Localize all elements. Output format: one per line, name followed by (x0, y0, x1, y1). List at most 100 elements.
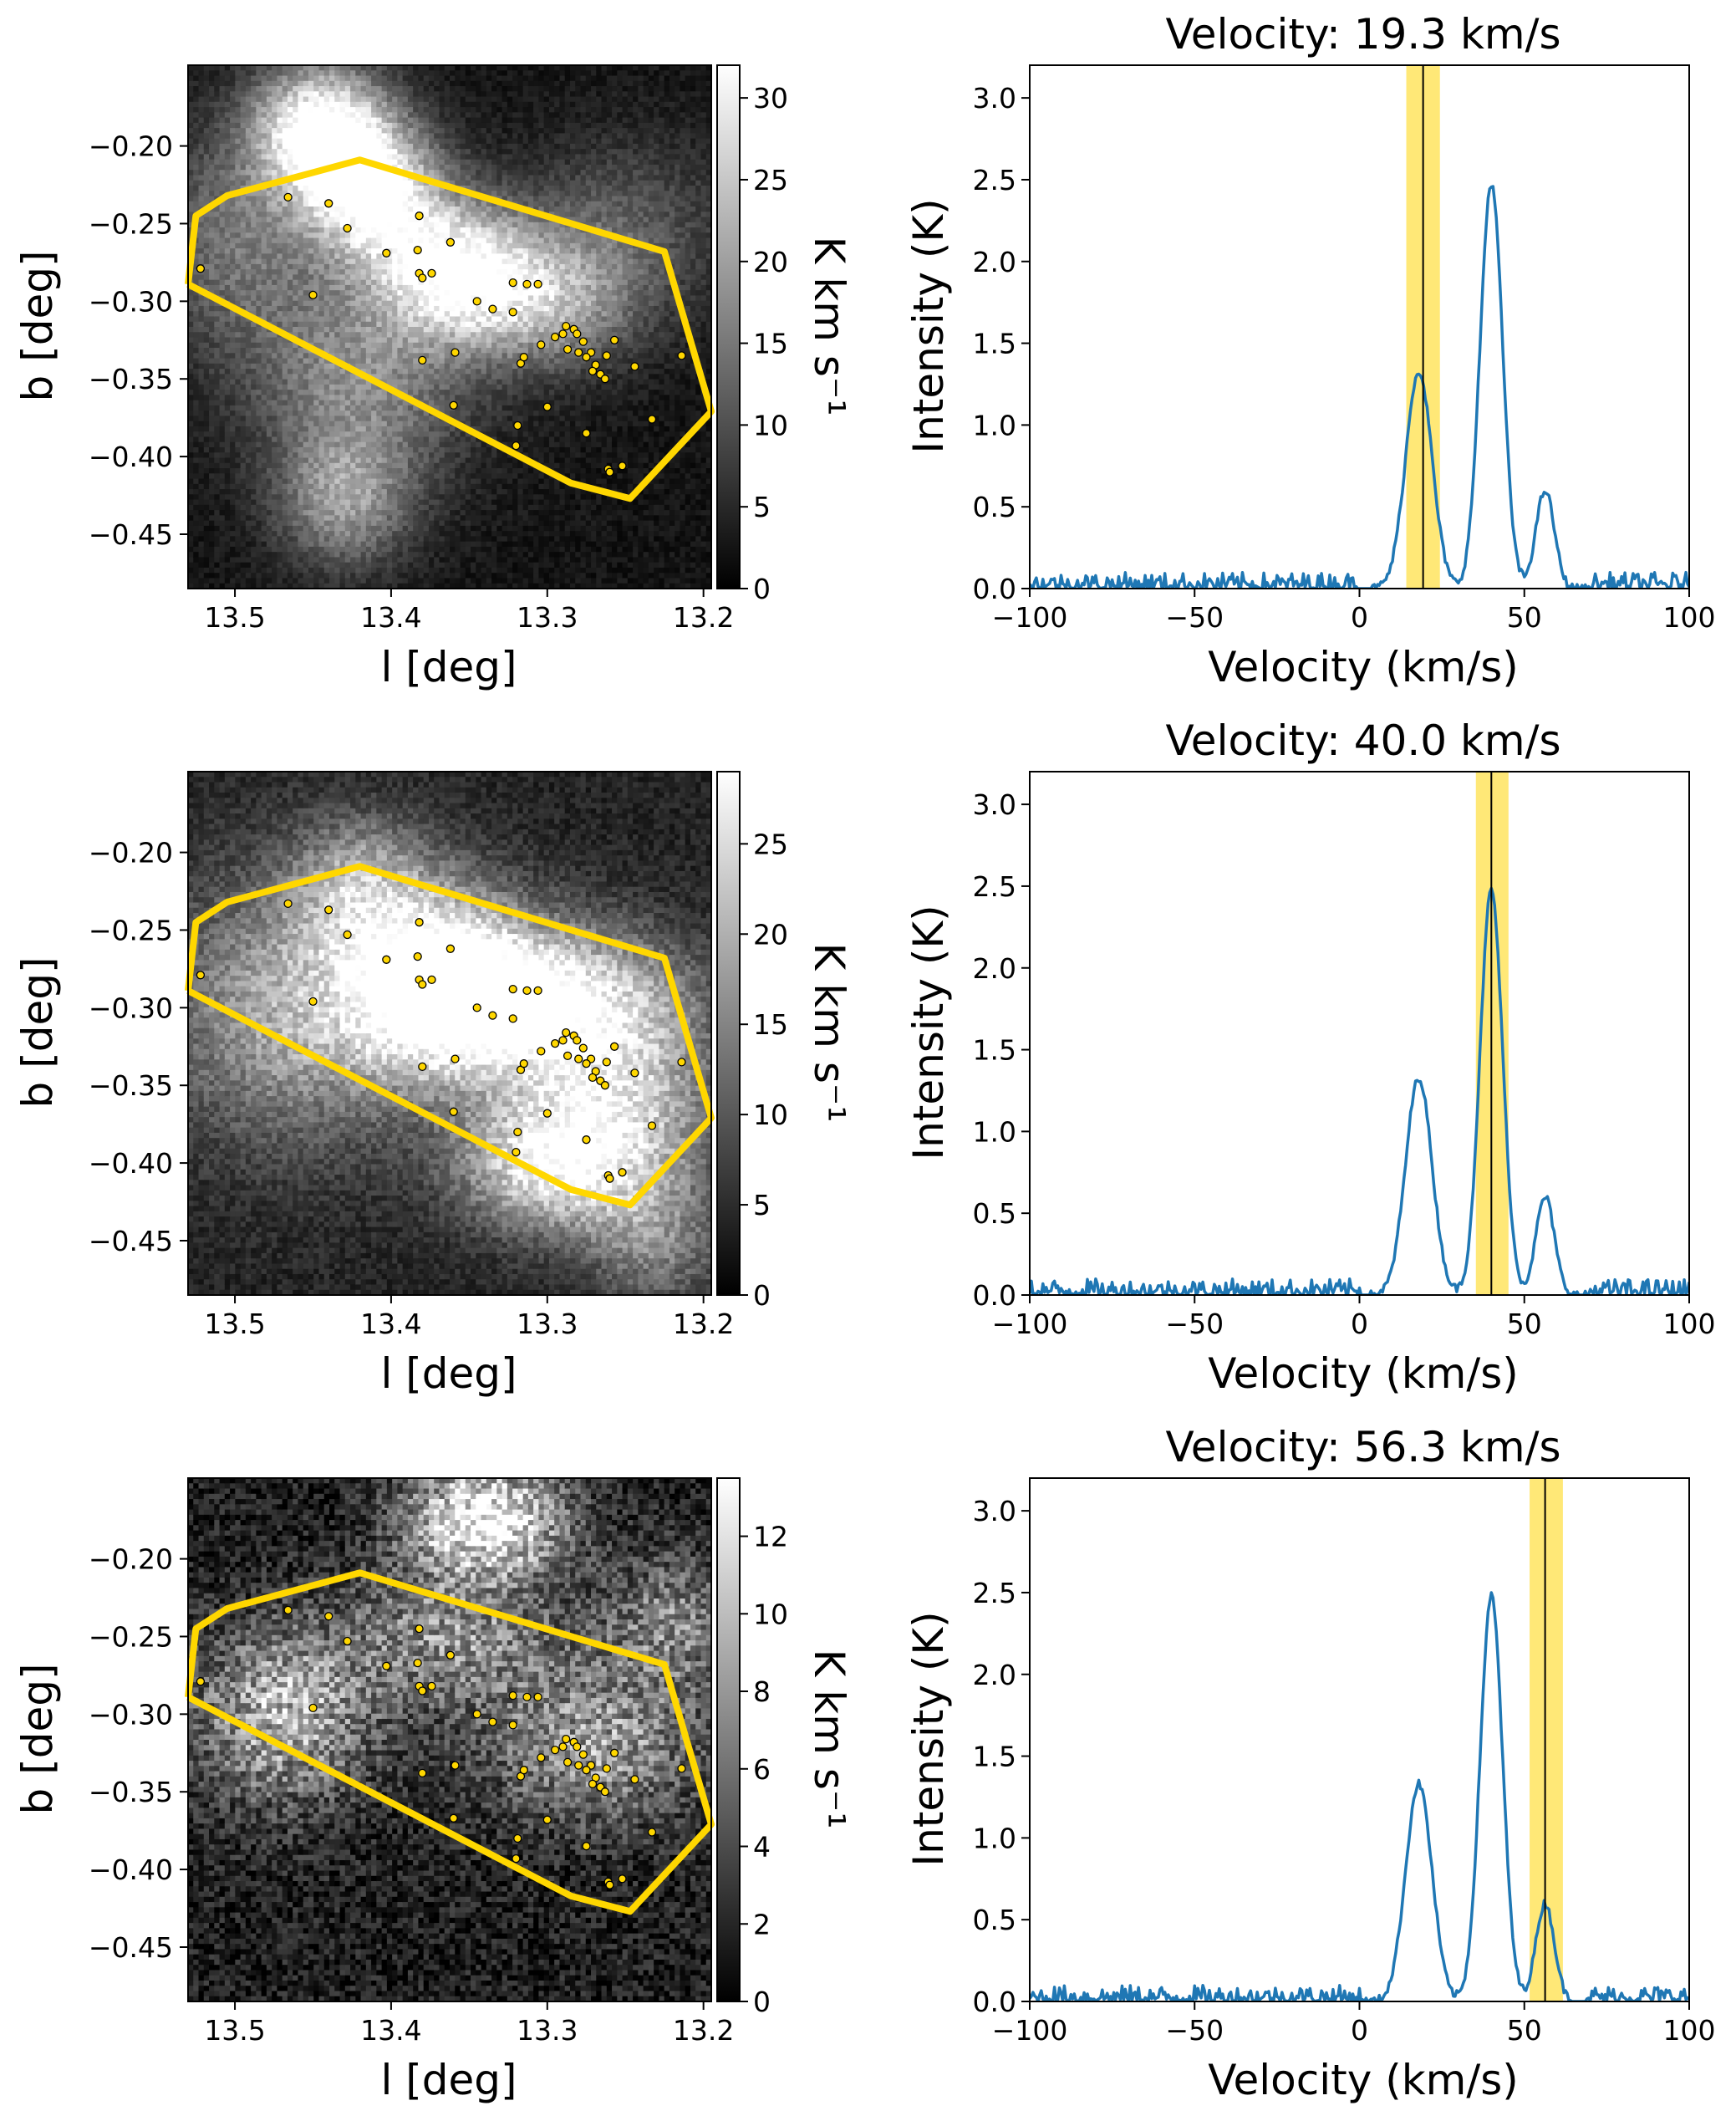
spectrum-2-ytick-label: 3.0 (973, 788, 1016, 821)
colorbar-2-tick-label: 25 (753, 828, 788, 860)
map-3-source-marker (603, 1765, 610, 1772)
map-3-xtick-label: 13.5 (204, 2014, 265, 2047)
map-3-source-marker (520, 1767, 527, 1774)
spectrum-3-ytick-label: 2.0 (973, 1659, 1016, 1691)
colorbar-3-tick-label: 12 (753, 1521, 788, 1553)
map-2-source-marker (196, 971, 204, 979)
spectrum-1-xtick-label: −50 (1165, 601, 1224, 634)
map-2-source-marker (489, 1012, 496, 1019)
map-2-source-marker (514, 1129, 522, 1136)
map-2-source-marker (534, 987, 542, 994)
spectrum-2-xtick-label: −100 (992, 1308, 1068, 1340)
map-1-source-marker (451, 349, 459, 356)
map-2-source-marker (606, 1175, 613, 1182)
map-1-xtick-label: 13.3 (517, 601, 578, 634)
map-1-source-marker (589, 367, 597, 375)
map-3-source-marker (575, 1762, 583, 1769)
map-1-source-marker (552, 334, 559, 341)
map-2-source-marker (552, 1040, 559, 1048)
map-3-source-marker (451, 1762, 459, 1769)
colorbar-1-label: K km s⁻¹ (805, 237, 853, 416)
map-2-source-marker (509, 1015, 517, 1022)
map-3-source-marker (325, 1613, 333, 1620)
map-3-source-marker (419, 1687, 426, 1695)
map-3-ytick-label: −0.25 (89, 1620, 173, 1653)
spectrum-3-xtick-label: 50 (1507, 2014, 1542, 2047)
map-1-source-marker (284, 193, 292, 201)
map-3-source-marker (543, 1816, 551, 1823)
map-2-source-marker (573, 1037, 581, 1044)
colorbar-1-tick-label: 30 (753, 82, 788, 115)
map-2-source-marker (583, 1060, 590, 1068)
spectrum-2-ytick-label: 2.5 (973, 870, 1016, 903)
map-1-source-marker (649, 416, 656, 423)
spectrum-title-3: Velocity: 56.3 km/s (1165, 1423, 1560, 1471)
map-1-ytick-label: −0.25 (89, 207, 173, 240)
map-3-source-marker (564, 1758, 572, 1766)
map-3-source-marker (606, 1881, 613, 1889)
map-2-source-marker (415, 919, 423, 926)
map-2-xtick-label: 13.3 (517, 1308, 578, 1340)
colorbar-1-tick-label: 20 (753, 246, 788, 278)
map-3-source-marker (579, 1751, 587, 1758)
map-2-source-marker (543, 1109, 551, 1117)
spectrum-2-ytick-label: 1.5 (973, 1034, 1016, 1067)
spectrum-1-ytick-label: 3.0 (973, 82, 1016, 115)
map-2-source-marker (512, 1149, 520, 1156)
map-2-source-marker (309, 997, 317, 1005)
map-3-ytick-label: −0.30 (89, 1698, 173, 1731)
map-2-source-marker (325, 906, 333, 914)
spectrum-1-ylabel: Intensity (K) (904, 198, 953, 453)
spectrum-3-xtick-label: −50 (1165, 2014, 1224, 2047)
map-2-source-marker (575, 1055, 583, 1063)
map-1-source-marker (509, 279, 517, 287)
map-1-source-marker (309, 291, 317, 298)
map-2-ylabel: b [deg] (13, 957, 62, 1109)
map-2-source-marker (559, 1037, 567, 1044)
spectrum-3-frame (1030, 1478, 1689, 2001)
map-1-source-marker (611, 336, 619, 344)
map-1-source-marker (428, 269, 435, 277)
spectrum-1-xtick-label: 50 (1507, 601, 1542, 634)
spectrum-1-ytick-label: 1.0 (973, 409, 1016, 441)
spectrum-2-ytick-label: 0.0 (973, 1279, 1016, 1312)
map-1-source-marker (583, 354, 590, 361)
map-2-ytick-label: −0.20 (89, 837, 173, 869)
map-2-xtick-label: 13.2 (673, 1308, 734, 1340)
map-3-ytick-label: −0.35 (89, 1776, 173, 1808)
map-1-source-marker (446, 238, 454, 246)
map-3-source-marker (678, 1765, 685, 1772)
map-2-source-marker (451, 1055, 459, 1063)
spectrum-3-ytick-label: 0.0 (973, 1986, 1016, 2018)
map-3-source-marker (284, 1606, 292, 1614)
map-1-xlabel: l [deg] (380, 643, 517, 691)
map-1-source-marker (534, 280, 542, 288)
colorbar-2-tick-label: 15 (753, 1008, 788, 1041)
colorbar-3-tick-label: 0 (753, 1986, 771, 2018)
colorbar-1-tick-label: 0 (753, 573, 771, 605)
map-1-source-marker (344, 225, 351, 232)
spectrum-2-frame (1030, 772, 1689, 1295)
map-3-source-marker (611, 1749, 619, 1757)
map-1-source-marker (575, 349, 583, 356)
map-3-source-marker (489, 1718, 496, 1726)
map-3-source-marker (552, 1746, 559, 1754)
map-1-source-marker (583, 430, 590, 437)
map-1-ytick-label: −0.40 (89, 441, 173, 473)
map-2-xtick-label: 13.5 (204, 1308, 265, 1340)
map-1-source-marker (414, 247, 421, 254)
spectrum-3-xtick-label: −100 (992, 2014, 1068, 2047)
map-3-source-marker (473, 1711, 481, 1718)
spectrum-2-ytick-label: 1.0 (973, 1115, 1016, 1148)
map-3-source-marker (344, 1638, 351, 1645)
map-1-source-marker (619, 462, 626, 470)
map-1-source-marker (537, 341, 545, 349)
map-1-source-marker (196, 265, 204, 273)
map-1-source-marker (564, 345, 572, 353)
spectrum-3-xtick-label: 0 (1351, 2014, 1368, 2047)
spectrum-1-ytick-label: 1.5 (973, 328, 1016, 360)
map-1-xtick-label: 13.2 (673, 601, 734, 634)
map-2-source-marker (344, 931, 351, 939)
map-1-xtick-label: 13.4 (360, 601, 421, 634)
map-3-source-marker (583, 1767, 590, 1774)
